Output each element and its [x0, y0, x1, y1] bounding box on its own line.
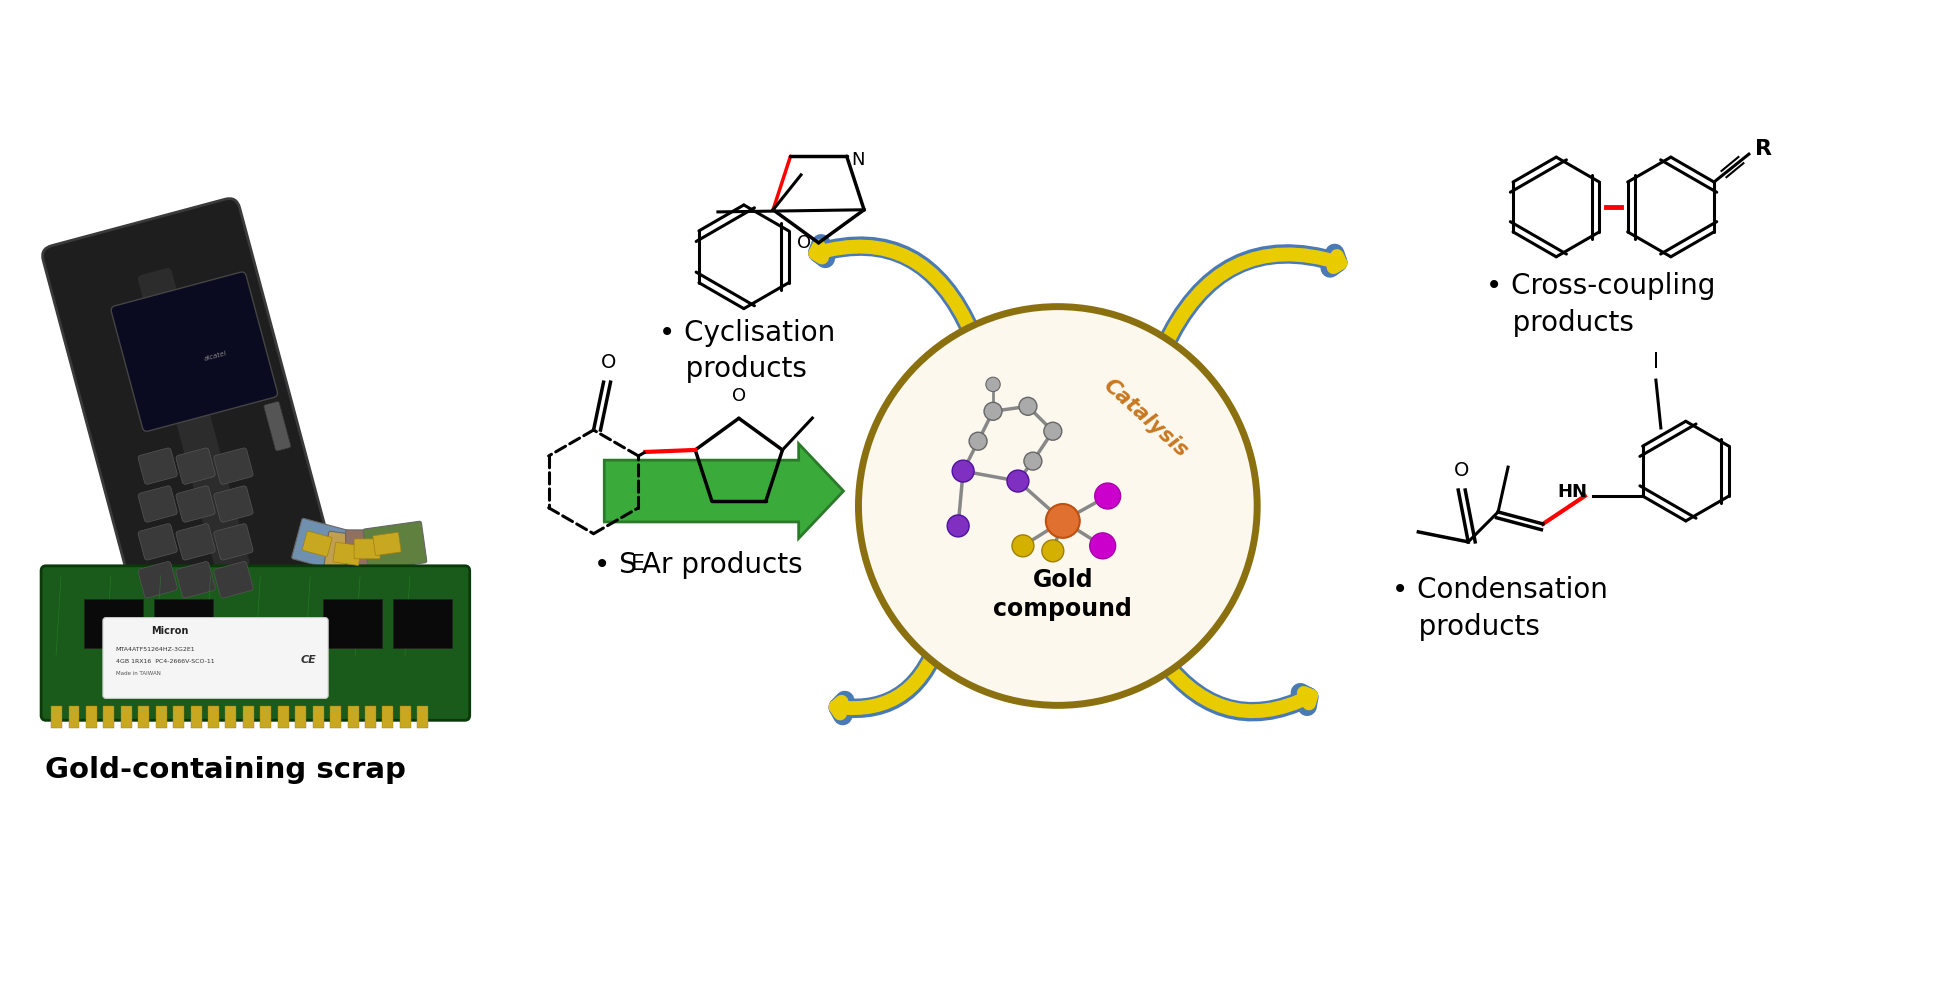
- Text: CE: CE: [300, 656, 315, 666]
- FancyBboxPatch shape: [323, 531, 387, 580]
- Text: alcatel: alcatel: [203, 350, 228, 362]
- Bar: [296, 706, 306, 728]
- Circle shape: [952, 460, 975, 482]
- Circle shape: [969, 433, 986, 450]
- Bar: [418, 706, 427, 728]
- FancyBboxPatch shape: [41, 565, 470, 720]
- FancyBboxPatch shape: [176, 448, 215, 484]
- Bar: [157, 706, 166, 728]
- FancyBboxPatch shape: [354, 539, 379, 558]
- Bar: [278, 706, 288, 728]
- FancyBboxPatch shape: [373, 532, 400, 555]
- Bar: [120, 706, 132, 728]
- Text: O: O: [797, 233, 812, 252]
- FancyBboxPatch shape: [137, 486, 178, 522]
- Bar: [331, 706, 340, 728]
- Text: Catalysis: Catalysis: [1099, 375, 1191, 462]
- Bar: [366, 706, 375, 728]
- Text: O: O: [1454, 461, 1470, 480]
- Bar: [191, 706, 201, 728]
- Bar: [68, 706, 79, 728]
- Text: HN: HN: [1557, 483, 1588, 501]
- Text: 4GB 1RX16  PC4-2666V-SCO-11: 4GB 1RX16 PC4-2666V-SCO-11: [116, 660, 215, 665]
- Text: Micron: Micron: [151, 626, 188, 636]
- FancyBboxPatch shape: [83, 599, 143, 648]
- Bar: [85, 706, 97, 728]
- Circle shape: [1044, 423, 1062, 441]
- Bar: [400, 706, 410, 728]
- Bar: [174, 706, 184, 728]
- Bar: [348, 706, 358, 728]
- Text: • Cyclisation
   products: • Cyclisation products: [659, 319, 835, 383]
- Bar: [209, 706, 219, 728]
- Text: Gold
compound: Gold compound: [994, 567, 1131, 622]
- Text: • Cross-coupling
   products: • Cross-coupling products: [1487, 272, 1715, 337]
- Circle shape: [1095, 483, 1120, 509]
- FancyBboxPatch shape: [103, 618, 329, 698]
- Circle shape: [859, 307, 1257, 705]
- Text: MTA4ATF51264HZ-3G2E1: MTA4ATF51264HZ-3G2E1: [116, 647, 195, 652]
- FancyBboxPatch shape: [292, 518, 358, 573]
- Text: R: R: [1754, 139, 1772, 159]
- FancyBboxPatch shape: [302, 531, 333, 556]
- Text: N: N: [851, 151, 864, 169]
- Circle shape: [950, 518, 965, 533]
- Text: O: O: [601, 353, 617, 372]
- Text: Ar products: Ar products: [642, 551, 803, 578]
- Bar: [244, 706, 253, 728]
- Circle shape: [986, 377, 1000, 391]
- FancyBboxPatch shape: [215, 524, 253, 560]
- Text: O: O: [731, 387, 747, 405]
- FancyBboxPatch shape: [153, 599, 213, 648]
- Circle shape: [1023, 452, 1042, 470]
- FancyBboxPatch shape: [393, 599, 453, 648]
- FancyBboxPatch shape: [176, 486, 215, 522]
- Text: I: I: [1654, 352, 1659, 372]
- Bar: [383, 706, 393, 728]
- Bar: [103, 706, 114, 728]
- Bar: [50, 706, 62, 728]
- FancyBboxPatch shape: [110, 272, 277, 432]
- Bar: [226, 706, 236, 728]
- Circle shape: [948, 515, 969, 537]
- FancyBboxPatch shape: [346, 530, 404, 571]
- Bar: [261, 706, 271, 728]
- FancyBboxPatch shape: [215, 561, 253, 598]
- Text: Made in TAIWAN: Made in TAIWAN: [116, 671, 161, 676]
- FancyBboxPatch shape: [263, 401, 290, 451]
- Circle shape: [1011, 535, 1035, 557]
- FancyBboxPatch shape: [333, 542, 362, 565]
- FancyBboxPatch shape: [137, 268, 249, 573]
- FancyBboxPatch shape: [215, 448, 253, 484]
- FancyBboxPatch shape: [323, 599, 383, 648]
- FancyBboxPatch shape: [215, 486, 253, 522]
- FancyBboxPatch shape: [43, 198, 348, 674]
- FancyBboxPatch shape: [176, 524, 215, 560]
- Circle shape: [1089, 533, 1116, 558]
- Circle shape: [1042, 540, 1064, 561]
- Text: E: E: [630, 554, 646, 573]
- FancyBboxPatch shape: [137, 448, 178, 484]
- Circle shape: [1046, 504, 1079, 538]
- FancyBboxPatch shape: [137, 524, 178, 560]
- Bar: [137, 706, 149, 728]
- Circle shape: [1008, 470, 1029, 492]
- Bar: [313, 706, 323, 728]
- Text: • Condensation
   products: • Condensation products: [1392, 575, 1607, 641]
- Text: • S: • S: [594, 551, 636, 578]
- Text: Gold-containing scrap: Gold-containing scrap: [44, 757, 406, 784]
- FancyBboxPatch shape: [137, 561, 178, 598]
- FancyBboxPatch shape: [176, 561, 215, 598]
- FancyArrow shape: [603, 444, 843, 538]
- FancyBboxPatch shape: [364, 521, 427, 570]
- Circle shape: [984, 402, 1002, 421]
- Circle shape: [1019, 397, 1037, 415]
